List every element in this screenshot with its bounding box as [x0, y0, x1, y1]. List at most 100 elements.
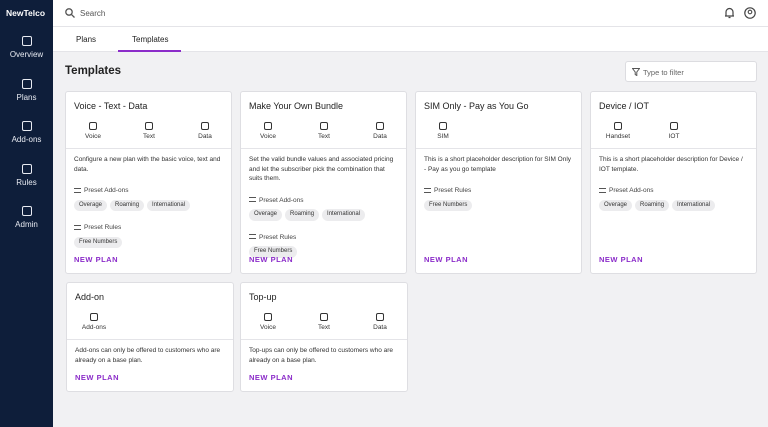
bell-icon[interactable] [724, 7, 735, 19]
section-heading: Preset Rules [424, 186, 573, 196]
template-card: Add-on Add-ons Add-ons can only be offered… [66, 282, 234, 392]
card-body: Set the valid bundle values and associat… [249, 155, 398, 258]
filter-icon [632, 68, 640, 76]
feature-icon [670, 122, 678, 130]
card-description: Set the valid bundle values and associat… [249, 156, 394, 182]
feature: Data [185, 122, 225, 140]
tab[interactable]: Templates [132, 35, 169, 44]
section-heading: Preset Rules [74, 223, 223, 233]
nav-label: Add-ons [11, 135, 42, 144]
feature-icon [264, 313, 272, 321]
section-title: Preset Rules [84, 224, 122, 231]
new-plan-button[interactable]: NEW PLAN [424, 255, 468, 264]
feature-icon [320, 122, 328, 130]
feature-label: Text [143, 133, 155, 140]
nav-item[interactable]: Rules [0, 164, 53, 187]
feature: Add-ons [74, 313, 114, 331]
preset-section: Preset Rules Free Numbers [424, 186, 573, 211]
feature-icon [320, 313, 328, 321]
card-body: Configure a new plan with the basic voic… [74, 155, 223, 248]
nav-icon [21, 121, 32, 131]
card-title: Make Your Own Bundle [249, 101, 344, 111]
feature-label: Data [198, 133, 212, 140]
tab[interactable]: Plans [76, 35, 97, 44]
user-icon[interactable] [744, 7, 756, 19]
tag-list: Free Numbers [74, 236, 223, 248]
feature-icon [145, 122, 153, 130]
feature-icon [376, 313, 384, 321]
card-title: Voice - Text - Data [74, 101, 148, 111]
card-title: SIM Only - Pay as You Go [424, 101, 529, 111]
divider [66, 148, 231, 149]
tag-list: Free Numbers [424, 199, 573, 211]
nav-item[interactable]: Add-ons [0, 121, 53, 144]
feature-label: IOT [668, 133, 680, 140]
feature: IOT [654, 122, 694, 140]
tag-list: Overage Roaming International [74, 199, 223, 211]
card-body: This is a short placeholder description … [424, 155, 573, 211]
template-card: Device / IOT Handset IOT This is a short pl… [590, 91, 757, 274]
tag: Roaming [285, 209, 320, 221]
tab-indicator [118, 50, 181, 52]
feature-label: Voice [85, 133, 101, 140]
preset-section: Preset Rules Free Numbers [74, 223, 223, 248]
tag: Roaming [110, 199, 145, 211]
filter-input[interactable]: Type to filter [625, 61, 757, 82]
card-description: Add-ons can only be offered to customers… [75, 347, 221, 364]
section-heading: Preset Add-ons [74, 186, 223, 196]
new-plan-button[interactable]: NEW PLAN [74, 255, 118, 264]
page-title: Templates [65, 65, 122, 77]
tag: International [322, 209, 366, 221]
feature-icon [439, 122, 447, 130]
tag: Overage [249, 209, 283, 221]
section-title: Preset Rules [259, 233, 297, 241]
nav-label: Admin [15, 220, 38, 229]
feature-icon [264, 122, 272, 130]
section-heading: Preset Add-ons [599, 186, 748, 196]
feature-label: Voice [260, 324, 276, 331]
section-icon [424, 187, 431, 193]
nav-icon [21, 36, 32, 46]
nav-item[interactable]: Plans [0, 79, 53, 102]
feature: Handset [598, 122, 638, 140]
card-description: This is a short placeholder description … [599, 156, 743, 173]
feature-label: Text [318, 133, 330, 140]
feature: Text [304, 122, 344, 140]
nav-item[interactable]: Admin [0, 206, 53, 229]
section-heading: Preset Rules [249, 233, 398, 243]
feature-label: Add-ons [81, 324, 107, 331]
nav-label: Overview [9, 50, 44, 59]
feature-label: Voice [260, 133, 276, 140]
feature: Data [360, 122, 400, 140]
card-title: Add-on [75, 292, 105, 302]
tag: International [672, 199, 716, 211]
section-title: Preset Add-ons [609, 187, 654, 194]
sidebar: NewTelco Overview Plans Add-ons Rules Admin [0, 0, 53, 427]
filter-placeholder: Type to filter [643, 68, 684, 77]
feature-icon [89, 122, 97, 130]
nav-icon [21, 206, 32, 216]
nav-item[interactable]: Overview [0, 36, 53, 59]
new-plan-button[interactable]: NEW PLAN [249, 255, 293, 264]
tag-list: Overage Roaming International [599, 199, 748, 211]
tag: Overage [599, 199, 633, 211]
new-plan-button[interactable]: NEW PLAN [599, 255, 643, 264]
feature: Text [304, 313, 344, 331]
section-icon [249, 197, 256, 203]
feature: Voice [248, 313, 288, 331]
template-card: Make Your Own Bundle Voice Text Data Set the… [240, 91, 407, 274]
card-body: Add-ons can only be offered to customers… [75, 346, 225, 365]
new-plan-button[interactable]: NEW PLAN [75, 373, 119, 382]
divider [591, 148, 756, 149]
tag-list: Free Numbers [249, 246, 398, 258]
template-card: SIM Only - Pay as You Go SIM This is a sho… [415, 91, 582, 274]
preset-section: Preset Rules Free Numbers [249, 233, 398, 258]
top-bar: Search [53, 0, 768, 27]
feature: Data [360, 313, 400, 331]
search-input[interactable]: Search [80, 9, 106, 18]
preset-section: Preset Add-ons Overage Roaming Internationa… [249, 196, 398, 221]
template-card: Voice - Text - Data Voice Text Data Configur… [65, 91, 232, 274]
new-plan-button[interactable]: NEW PLAN [249, 373, 293, 382]
nav-label: Rules [16, 178, 37, 187]
